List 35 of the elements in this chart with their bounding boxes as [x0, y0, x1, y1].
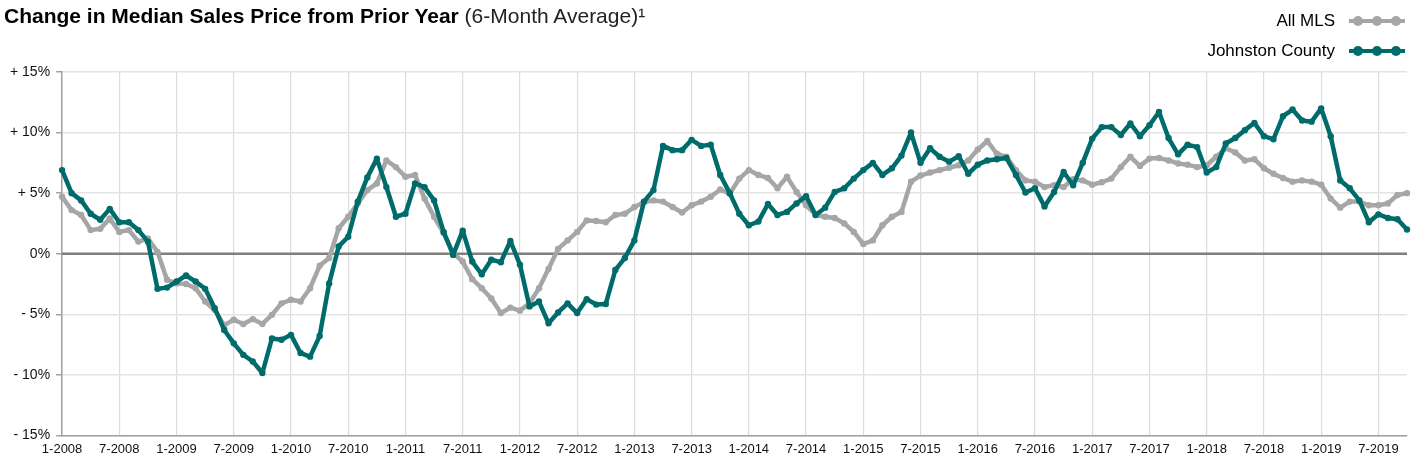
x-tick-label: 1-2016 — [957, 440, 999, 456]
x-tick-label: 1-2014 — [728, 440, 770, 456]
x-tick-label: 7-2019 — [1358, 440, 1399, 456]
x-tick-label: 7-2010 — [328, 440, 369, 456]
y-tick-label: + 5% — [17, 183, 51, 200]
x-tick-label: 1-2018 — [1186, 440, 1227, 456]
legend-label: Johnston County — [1207, 41, 1335, 61]
y-tick-label: - 10% — [13, 365, 51, 382]
x-tick-label: 1-2019 — [1300, 440, 1342, 456]
chart-title: Change in Median Sales Price from Prior Year — [4, 4, 459, 27]
y-tick-label: 0% — [29, 244, 51, 261]
y-tick-label: - 5% — [21, 305, 51, 322]
x-tick-label: 7-2009 — [213, 440, 255, 456]
x-tick-label: 1-2013 — [614, 440, 655, 456]
x-tick-label: 1-2015 — [843, 440, 884, 456]
x-tick-label: 7-2016 — [1014, 440, 1056, 456]
x-tick-label: 1-2008 — [41, 440, 83, 456]
y-tick-label: - 15% — [13, 426, 51, 443]
x-tick-label: 7-2008 — [99, 440, 140, 456]
x-tick-label: 1-2012 — [499, 440, 541, 456]
chart-subtitle: (6-Month Average)¹ — [463, 4, 646, 27]
y-tick-label: + 10% — [9, 123, 51, 140]
legend-label: All MLS — [1276, 11, 1335, 31]
x-tick-label: 7-2011 — [442, 440, 483, 456]
x-tick-label: 7-2015 — [900, 440, 941, 456]
x-tick-label: 1-2017 — [1071, 440, 1113, 456]
x-tick-label: 1-2009 — [156, 440, 197, 456]
x-tick-label: 7-2018 — [1243, 440, 1285, 456]
x-tick-label: 7-2017 — [1129, 440, 1170, 456]
x-tick-label: 7-2013 — [671, 440, 712, 456]
x-tick-label: 1-2011 — [385, 440, 426, 456]
x-tick-label: 7-2014 — [785, 440, 827, 456]
x-tick-label: 7-2012 — [556, 440, 598, 456]
y-tick-label: + 15% — [9, 62, 51, 79]
x-tick-label: 1-2010 — [270, 440, 312, 456]
